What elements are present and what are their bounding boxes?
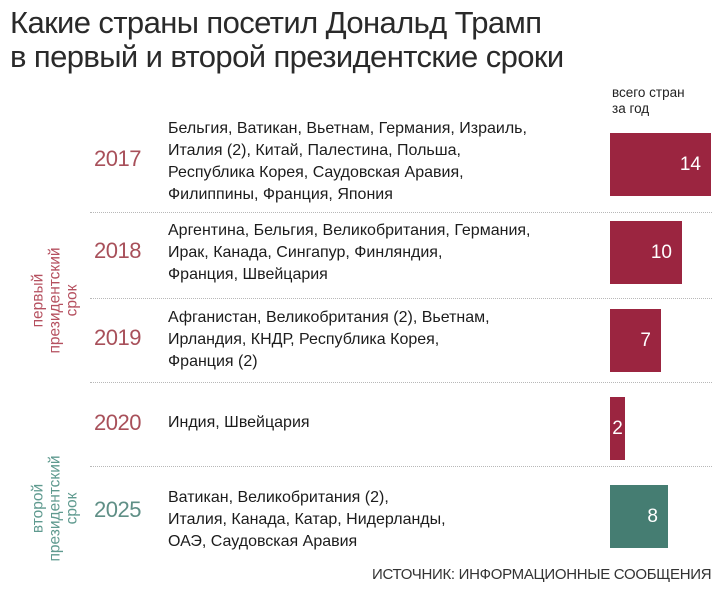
term-label-line: второй xyxy=(29,483,47,534)
bar-2025: 8 xyxy=(610,485,668,548)
bar-value: 14 xyxy=(679,153,701,175)
term-label-line: президентский xyxy=(46,247,64,354)
countries-2020: Индия, Швейцария xyxy=(168,414,310,431)
bar-value: 2 xyxy=(612,417,623,439)
chart-title-line-2: в первый и второй президентские сроки xyxy=(10,39,564,74)
second-term-label: второй президентский срок xyxy=(30,449,81,569)
countries-2017: Бельгия, Ватикан, Вьетнам, Германия, Изр… xyxy=(168,120,527,203)
first-term-label: первый президентский срок xyxy=(30,241,81,361)
bar-2020: 2 xyxy=(610,397,625,460)
term-label-line: президентский xyxy=(46,455,64,562)
column-header: всего стран за год xyxy=(612,85,685,117)
chart-title: Какие страны посетил Дональд Трамп в пер… xyxy=(10,6,564,74)
bar-2018: 10 xyxy=(610,221,682,284)
bar-2017: 14 xyxy=(610,133,711,196)
chart-title-line-1: Какие страны посетил Дональд Трамп xyxy=(10,5,542,40)
year-label-2017: 2017 xyxy=(94,146,141,171)
countries-2019: Афганистан, Великобритания (2), Вьетнам,… xyxy=(168,309,490,370)
year-label-2020: 2020 xyxy=(94,410,141,435)
year-label-2025: 2025 xyxy=(94,497,141,522)
bar-value: 7 xyxy=(640,329,651,351)
source-note: ИСТОЧНИК: ИНФОРМАЦИОННЫЕ СООБЩЕНИЯ xyxy=(372,566,712,583)
bar-2019: 7 xyxy=(610,309,661,372)
row-divider xyxy=(90,212,712,213)
countries-2018: Аргентина, Бельгия, Великобритания, Герм… xyxy=(168,222,531,283)
row-divider xyxy=(90,298,712,299)
term-label-line: срок xyxy=(63,492,81,525)
term-label-line: срок xyxy=(63,284,81,317)
year-label-2019: 2019 xyxy=(94,325,141,350)
row-divider xyxy=(90,466,712,467)
column-header-line-1: всего стран xyxy=(612,85,685,100)
column-header-line-2: за год xyxy=(612,101,650,116)
countries-2025: Ватикан, Великобритания (2), Италия, Кан… xyxy=(168,489,446,550)
year-label-2018: 2018 xyxy=(94,238,141,263)
row-divider xyxy=(90,382,712,383)
bar-value: 10 xyxy=(650,241,672,263)
bar-value: 8 xyxy=(647,505,658,527)
term-label-line: первый xyxy=(29,273,47,328)
